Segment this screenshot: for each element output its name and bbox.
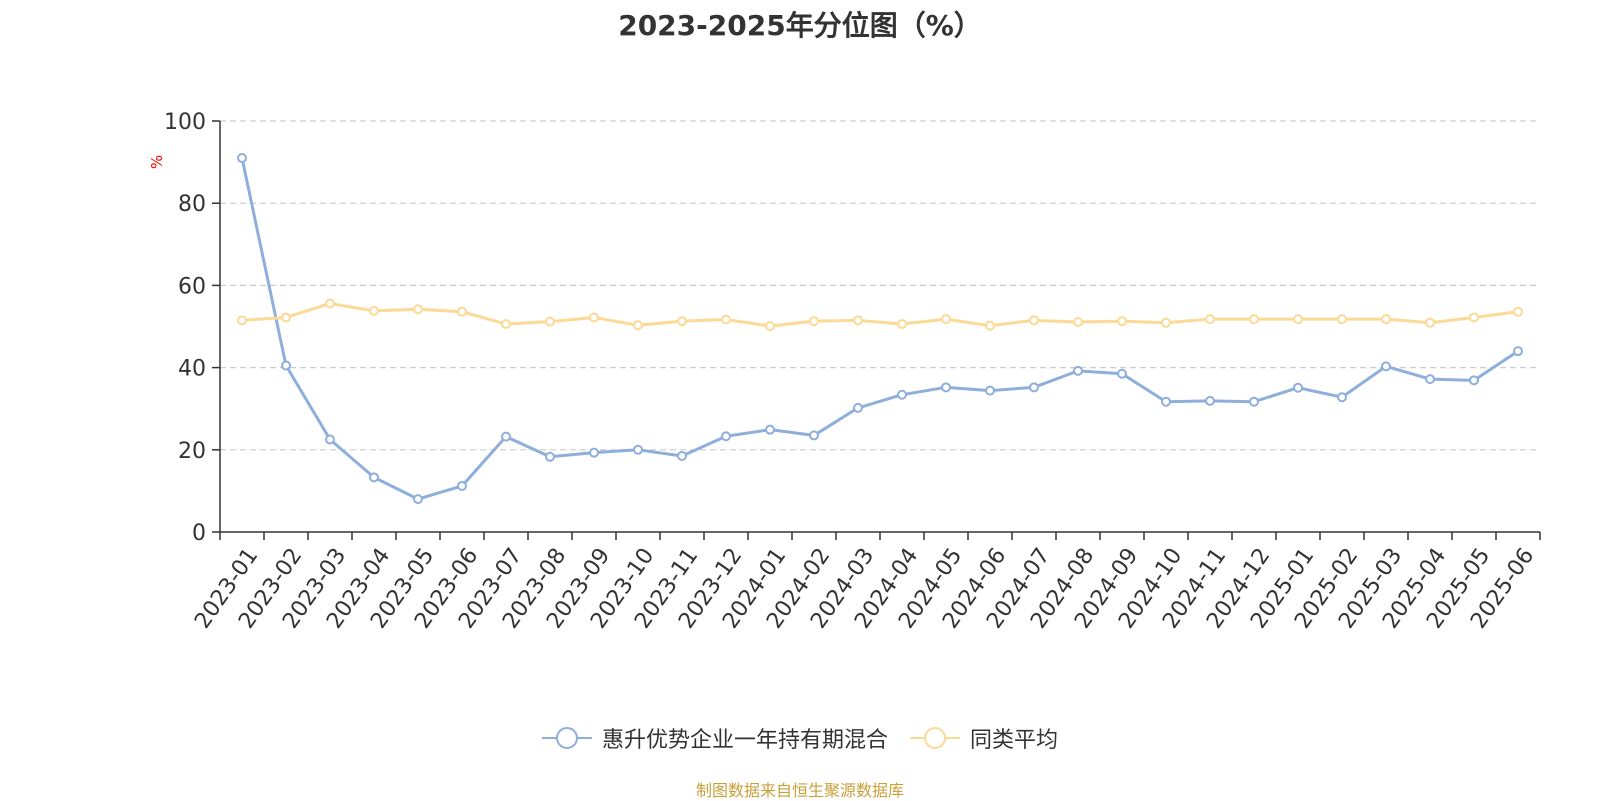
data-point-series-0[interactable] [1073,365,1083,376]
y-axis-label: % [148,155,166,169]
data-point-series-0[interactable] [897,389,907,400]
data-point-series-1[interactable] [765,321,775,332]
data-point-series-1[interactable] [633,320,643,331]
data-point-series-1[interactable] [1469,312,1479,323]
data-point-series-0[interactable] [633,444,643,455]
data-point-series-0[interactable] [941,382,951,393]
data-point-series-1[interactable] [589,312,599,323]
legend-item-fund[interactable]: 惠升优势企业一年持有期混合 [541,722,888,754]
data-point-series-1[interactable] [1425,317,1435,328]
data-point-series-1[interactable] [721,314,731,325]
data-point-series-1[interactable] [1293,314,1303,325]
data-point-series-0[interactable] [1337,392,1347,403]
data-point-series-0[interactable] [1293,382,1303,393]
data-point-series-0[interactable] [545,451,555,462]
data-point-series-0[interactable] [1249,396,1259,407]
y-tick-label: 80 [178,192,206,217]
data-point-series-0[interactable] [1469,375,1479,386]
data-point-series-0[interactable] [721,431,731,442]
data-point-series-0[interactable] [281,360,291,371]
data-point-series-1[interactable] [545,316,555,327]
data-point-series-1[interactable] [897,319,907,330]
data-point-series-1[interactable] [325,298,335,309]
legend-line-circle-icon [910,727,960,749]
data-point-series-1[interactable] [1381,314,1391,325]
data-point-series-1[interactable] [853,315,863,326]
data-point-series-0[interactable] [1161,396,1171,407]
legend-label-average: 同类平均 [970,728,1059,753]
source-note: 制图数据来自恒生聚源数据库 [695,781,904,800]
y-tick-label: 40 [178,357,206,382]
data-point-series-1[interactable] [1205,314,1215,325]
data-point-series-1[interactable] [237,315,247,326]
legend-line-circle-icon [541,727,592,749]
data-point-series-0[interactable] [1381,361,1391,372]
data-point-series-0[interactable] [853,402,863,413]
data-point-series-1[interactable] [457,306,467,317]
data-point-series-0[interactable] [985,385,995,396]
y-tick-label: 60 [178,274,206,299]
series-line-1 [240,301,1520,328]
data-point-series-1[interactable] [941,314,951,325]
data-point-series-0[interactable] [413,494,423,505]
data-point-series-1[interactable] [1513,306,1523,317]
data-point-series-1[interactable] [1249,314,1259,325]
data-point-series-0[interactable] [237,152,247,163]
data-point-series-1[interactable] [985,320,995,331]
data-point-series-0[interactable] [501,431,511,442]
data-point-series-0[interactable] [1425,374,1435,385]
data-point-series-1[interactable] [369,305,379,316]
data-point-series-1[interactable] [809,316,819,327]
data-point-series-0[interactable] [1205,395,1215,406]
data-point-series-0[interactable] [325,434,335,445]
data-point-series-0[interactable] [589,447,599,458]
data-point-series-1[interactable] [1029,315,1039,326]
data-point-series-0[interactable] [1117,368,1127,379]
data-point-series-1[interactable] [1117,316,1127,327]
data-point-series-0[interactable] [369,472,379,483]
data-point-series-1[interactable] [1337,314,1347,325]
data-point-series-0[interactable] [1513,346,1523,357]
data-point-series-0[interactable] [765,424,775,435]
data-point-series-1[interactable] [1073,316,1083,327]
legend-label-fund: 惠升优势企业一年持有期混合 [601,728,888,753]
y-tick-label: 100 [164,110,206,135]
data-point-series-1[interactable] [281,312,291,323]
legend-item-average[interactable]: 同类平均 [910,722,1058,754]
data-point-series-1[interactable] [413,304,423,315]
data-point-series-1[interactable] [501,319,511,330]
data-point-series-0[interactable] [1029,382,1039,393]
legend: 惠升优势企业一年持有期混合 同类平均 [0,722,1600,754]
series-line-0 [240,156,1520,501]
y-tick-label: 20 [178,439,206,464]
y-tick-label: 0 [192,521,206,546]
chart-title: 2023-2025年分位图（%） [618,9,982,42]
data-point-series-1[interactable] [1161,317,1171,328]
data-point-series-1[interactable] [677,316,687,327]
data-point-series-0[interactable] [677,450,687,461]
data-point-series-0[interactable] [809,430,819,441]
data-point-series-0[interactable] [457,480,467,491]
